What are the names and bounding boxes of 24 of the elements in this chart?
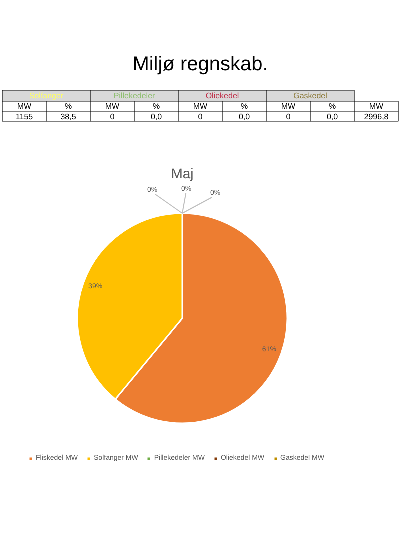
text: 0 (198, 112, 204, 122)
text: % (152, 102, 160, 111)
text: Solfanger (29, 92, 64, 100)
text: Gaskedel (294, 92, 328, 100)
text: Pillekedeler (114, 92, 156, 100)
text: 0 (110, 112, 116, 122)
text: 2996,8 (364, 112, 390, 122)
text: MW (105, 102, 120, 111)
text: 0,0 (150, 112, 163, 122)
text: MW (17, 102, 32, 111)
text: MW (369, 102, 384, 111)
text: 0,0 (238, 112, 251, 122)
text: Oliekedel (206, 92, 240, 100)
text: 1155 (16, 112, 34, 122)
text: Miljø regnskab. (132, 54, 268, 76)
text: MW (281, 102, 296, 111)
text: % (64, 102, 72, 111)
text: 0,0 (326, 112, 339, 122)
text: % (328, 102, 336, 111)
chart-title: Maj (171, 166, 194, 182)
text: MW (193, 102, 208, 111)
text: 38,5 (60, 112, 77, 122)
text: % (240, 102, 248, 111)
text: 0 (286, 112, 292, 122)
